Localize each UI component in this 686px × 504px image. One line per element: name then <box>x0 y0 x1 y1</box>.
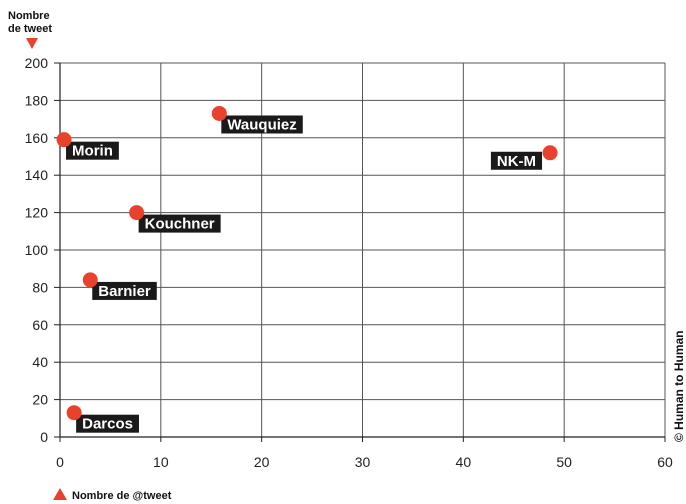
x-tick-label: 40 <box>456 454 472 470</box>
point-label: Barnier <box>98 283 151 300</box>
data-point-group: Barnier <box>82 272 157 300</box>
data-point-group: Morin <box>56 132 119 160</box>
scatter-point <box>56 132 72 148</box>
axes <box>54 62 666 442</box>
data-points: Morin Wauquiez NK-M Kouchner Barnier Darcos <box>56 105 558 433</box>
y-tick-label: 100 <box>25 242 49 258</box>
y-axis-arrow-icon <box>26 38 38 49</box>
y-tick-label: 40 <box>32 354 48 370</box>
y-tick-label: 200 <box>25 55 49 71</box>
x-tick-label: 60 <box>657 454 673 470</box>
point-label: Wauquiez <box>227 116 296 133</box>
data-point-group: Wauquiez <box>211 105 303 134</box>
point-label-bg <box>221 115 303 134</box>
data-point-group: Kouchner <box>129 205 221 233</box>
y-axis-title-line2: de tweet <box>8 23 52 35</box>
point-label-bg <box>92 281 157 300</box>
data-point-group: Darcos <box>66 405 139 433</box>
point-label-bg <box>66 141 119 160</box>
y-tick-label: 140 <box>25 167 49 183</box>
point-label: NK-M <box>497 153 536 170</box>
y-tick-label: 20 <box>32 392 48 408</box>
point-label-bg <box>490 151 543 170</box>
y-tick-label: 80 <box>32 279 48 295</box>
data-point-group: NK-M <box>490 145 558 170</box>
point-label-bg <box>138 214 221 233</box>
x-axis-title: Nombre de @tweet <box>72 490 172 502</box>
scatter-point <box>211 105 227 121</box>
point-label: Morin <box>72 143 113 160</box>
y-tick-label: 180 <box>25 92 49 108</box>
x-tick-label: 20 <box>254 454 270 470</box>
x-tick-label: 50 <box>556 454 572 470</box>
x-tick-label: 10 <box>153 454 169 470</box>
point-label: Darcos <box>82 416 133 433</box>
y-tick-label: 120 <box>25 205 49 221</box>
x-tick-label: 30 <box>355 454 371 470</box>
x-tick-label: 0 <box>56 454 64 470</box>
y-tick-label: 0 <box>40 429 48 445</box>
scatter-point <box>542 145 558 161</box>
point-label: Kouchner <box>145 216 215 233</box>
y-tick-label: 160 <box>25 130 49 146</box>
y-tick-label: 60 <box>32 317 48 333</box>
scatter-point <box>129 205 145 221</box>
grid-lines <box>60 62 666 437</box>
tick-labels: 0 10 20 30 40 50 60 0 20 40 60 80 100 120 140 160 180 200 <box>25 55 673 470</box>
x-axis-arrow-icon <box>53 488 67 500</box>
scatter-point <box>82 272 98 288</box>
credit-text: © Human to Human <box>672 330 686 442</box>
y-axis-title-line1: Nombre <box>8 10 50 22</box>
point-label-bg <box>76 414 139 433</box>
scatter-point <box>66 405 82 421</box>
